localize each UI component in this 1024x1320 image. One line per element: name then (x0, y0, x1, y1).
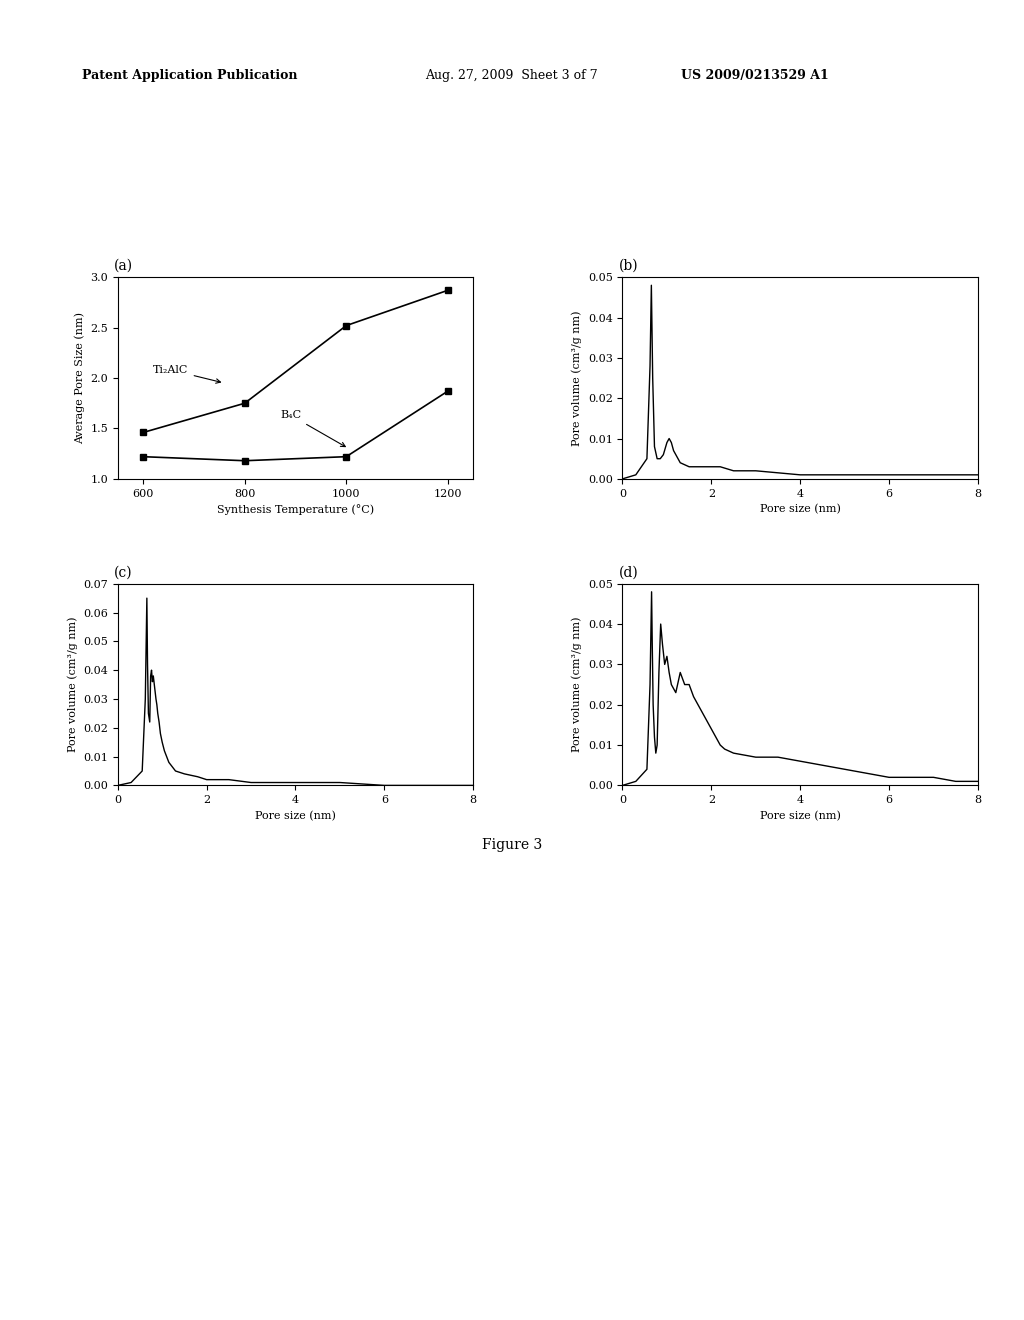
Text: US 2009/0213529 A1: US 2009/0213529 A1 (681, 69, 828, 82)
Text: Patent Application Publication: Patent Application Publication (82, 69, 297, 82)
Text: Ti₂AlC: Ti₂AlC (154, 366, 220, 383)
Text: B₄C: B₄C (281, 411, 345, 446)
Text: (c): (c) (115, 566, 133, 579)
Y-axis label: Average Pore Size (nm): Average Pore Size (nm) (74, 312, 85, 444)
Y-axis label: Pore volume (cm³/g nm): Pore volume (cm³/g nm) (67, 616, 78, 752)
Y-axis label: Pore volume (cm³/g nm): Pore volume (cm³/g nm) (571, 616, 583, 752)
X-axis label: Pore size (nm): Pore size (nm) (760, 504, 841, 515)
Y-axis label: Pore volume (cm³/g nm): Pore volume (cm³/g nm) (571, 310, 583, 446)
Text: (a): (a) (115, 259, 133, 273)
Text: (b): (b) (618, 259, 639, 273)
X-axis label: Pore size (nm): Pore size (nm) (760, 810, 841, 821)
Text: Figure 3: Figure 3 (482, 838, 542, 853)
X-axis label: Pore size (nm): Pore size (nm) (255, 810, 336, 821)
Text: Aug. 27, 2009  Sheet 3 of 7: Aug. 27, 2009 Sheet 3 of 7 (425, 69, 598, 82)
X-axis label: Synthesis Temperature (°C): Synthesis Temperature (°C) (217, 504, 374, 515)
Text: (d): (d) (618, 566, 639, 579)
